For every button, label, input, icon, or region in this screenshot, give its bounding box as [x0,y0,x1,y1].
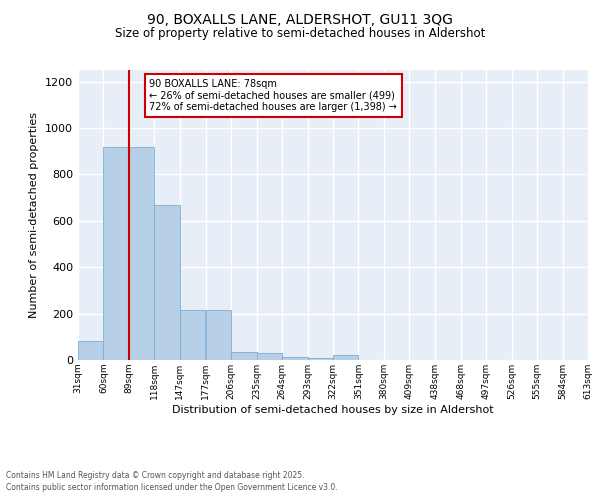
Bar [103,146,129,360]
Bar [206,310,232,360]
Bar [333,356,358,360]
Y-axis label: Number of semi-detached properties: Number of semi-detached properties [29,112,40,318]
X-axis label: Distribution of semi-detached houses by size in Aldershot: Distribution of semi-detached houses by … [172,404,494,414]
Text: Contains HM Land Registry data © Crown copyright and database right 2025.: Contains HM Land Registry data © Crown c… [6,471,305,480]
Text: Size of property relative to semi-detached houses in Aldershot: Size of property relative to semi-detach… [115,28,485,40]
Text: 90 BOXALLS LANE: 78sqm
← 26% of semi-detached houses are smaller (499)
72% of se: 90 BOXALLS LANE: 78sqm ← 26% of semi-det… [149,78,397,112]
Bar [78,342,103,360]
Bar [154,204,179,360]
Bar [282,356,308,360]
Text: 90, BOXALLS LANE, ALDERSHOT, GU11 3QG: 90, BOXALLS LANE, ALDERSHOT, GU11 3QG [147,12,453,26]
Bar [232,352,257,360]
Bar [308,358,333,360]
Text: Contains public sector information licensed under the Open Government Licence v3: Contains public sector information licen… [6,484,338,492]
Bar [179,310,205,360]
Bar [257,353,282,360]
Bar [129,146,154,360]
